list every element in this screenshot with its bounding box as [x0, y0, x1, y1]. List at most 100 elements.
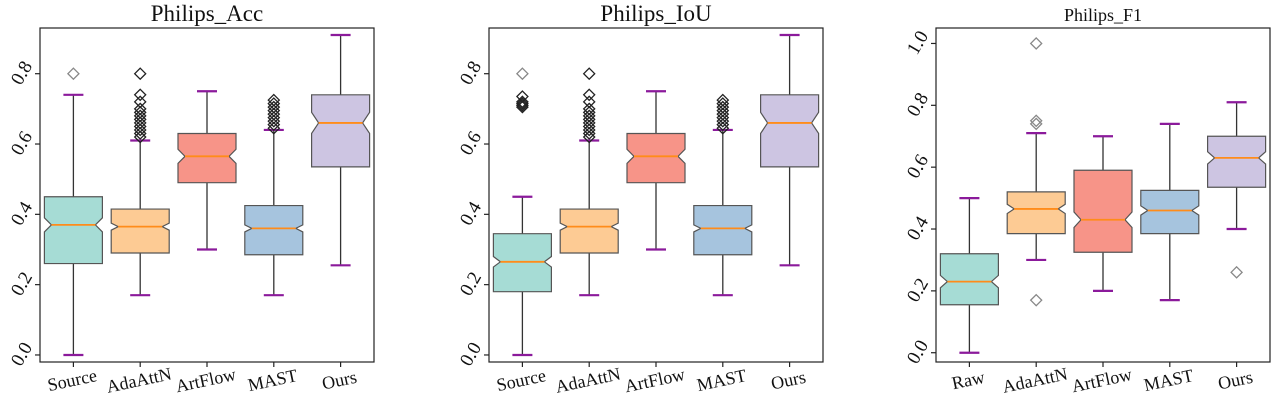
outlier-point — [66, 67, 80, 81]
box-mast — [1140, 122, 1200, 302]
outlier-point — [267, 111, 281, 125]
box-body — [43, 196, 104, 265]
outlier-point — [133, 105, 147, 119]
box-body — [559, 208, 619, 254]
outlier-point — [582, 116, 596, 130]
box-raw — [939, 196, 1000, 354]
outlier-point — [716, 114, 730, 128]
box-body — [244, 204, 304, 256]
outlier-point — [133, 123, 147, 137]
box-mast — [244, 93, 304, 297]
outlier-point — [133, 88, 147, 102]
box-body — [1140, 189, 1200, 235]
outlier-point — [1029, 114, 1043, 128]
outlier-point — [267, 93, 281, 107]
outlier-point — [133, 112, 147, 126]
box-ours — [311, 33, 371, 267]
x-tick-label: Ours — [769, 367, 807, 394]
outlier-point — [1029, 293, 1043, 307]
y-tick-label: 0.0 — [456, 339, 486, 370]
outlier-point — [133, 127, 147, 140]
outlier-point — [582, 67, 596, 81]
box-body — [759, 94, 820, 168]
box-source — [492, 67, 553, 357]
box-adaattn — [1006, 37, 1066, 307]
outlier-point — [133, 67, 147, 81]
outlier-point — [716, 93, 730, 107]
box-body — [1206, 135, 1267, 188]
y-tick-label: 0.2 — [903, 275, 933, 306]
y-tick-label: 0.4 — [456, 198, 486, 230]
chart-title: Philips_IoU — [600, 1, 712, 26]
box-ours — [759, 33, 820, 267]
chart-title: Philips_Acc — [151, 1, 263, 26]
box-body — [939, 253, 1000, 306]
outlier-point — [716, 97, 730, 111]
box-body — [1006, 191, 1066, 235]
x-tick-label: ArtFlow — [174, 364, 238, 396]
outlier-point — [267, 107, 281, 121]
outlier-point — [582, 127, 596, 140]
x-tick-label: AdaAttN — [1001, 363, 1070, 396]
outlier-point — [515, 90, 529, 103]
box-body — [1073, 169, 1133, 253]
y-tick-label: 0.2 — [456, 269, 486, 300]
y-tick-label: 1.0 — [903, 27, 933, 58]
x-tick-label: Ours — [1216, 367, 1254, 394]
x-tick-label: Raw — [950, 367, 986, 393]
box-adaattn — [559, 67, 619, 297]
outlier-point — [267, 104, 281, 118]
x-tick-label: Ours — [320, 367, 358, 394]
outlier-point — [267, 100, 281, 114]
box-body — [693, 204, 753, 256]
outlier-point — [582, 109, 596, 123]
x-tick-label: AdaAttN — [554, 363, 623, 396]
outlier-point — [716, 107, 730, 121]
box-mast — [693, 93, 753, 297]
x-tick-label: Source — [495, 365, 548, 395]
box-body — [110, 208, 170, 254]
outlier-point — [1029, 37, 1043, 50]
y-tick-label: 0.8 — [903, 89, 933, 120]
outlier-point — [582, 123, 596, 137]
y-tick-label: 0.6 — [903, 151, 933, 182]
box-artflow — [1073, 135, 1133, 292]
outlier-point — [716, 111, 730, 125]
outlier-point — [133, 102, 147, 116]
chart-title: Philips_F1 — [1064, 5, 1142, 25]
outlier-point — [515, 97, 529, 111]
y-tick-label: 0.6 — [456, 128, 486, 159]
box-body — [311, 94, 371, 168]
box-body — [177, 132, 237, 184]
chart-panel-3: Philips_F1 0.0 0.2 0.4 0.6 0.8 1.0 Raw AdaAttN Ar… — [903, 5, 1271, 397]
outlier-point — [582, 102, 596, 116]
y-tick-label: 0.8 — [7, 58, 37, 89]
outlier-point — [515, 67, 529, 81]
y-tick-label: 0.4 — [7, 198, 37, 230]
box-artflow — [626, 90, 686, 251]
outlier-point — [582, 95, 596, 109]
x-tick-label: MAST — [1142, 365, 1195, 395]
x-tick-label: MAST — [246, 365, 299, 395]
box-adaattn — [110, 67, 170, 297]
x-tick-label: Source — [46, 365, 99, 395]
box-ours — [1206, 101, 1267, 279]
y-tick-label: 0.2 — [7, 269, 37, 300]
outlier-point — [582, 112, 596, 126]
outlier-point — [582, 120, 596, 133]
outlier-point — [716, 100, 730, 114]
y-tick-label: 0.8 — [456, 58, 486, 89]
x-tick-label: MAST — [695, 365, 748, 395]
box-artflow — [177, 90, 237, 251]
outlier-point — [133, 116, 147, 130]
x-tick-label: ArtFlow — [623, 364, 687, 396]
y-tick-label: 0.6 — [7, 128, 37, 159]
chart-panel-1: Philips_Acc 0.0 0.2 0.4 0.6 0.8 Source AdaAttN A… — [7, 1, 375, 397]
outlier-point — [133, 109, 147, 123]
outlier-point — [716, 104, 730, 118]
outlier-point — [133, 120, 147, 133]
outlier-point — [582, 88, 596, 102]
outlier-point — [515, 95, 529, 109]
